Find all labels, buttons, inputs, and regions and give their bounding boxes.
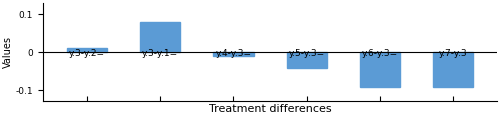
Bar (214, 52, 254, 56)
X-axis label: Treatment differences: Treatment differences (209, 104, 332, 114)
Bar (66, 48, 107, 52)
Bar (140, 22, 180, 52)
Bar (360, 52, 400, 87)
Y-axis label: Values: Values (3, 36, 13, 68)
Bar (286, 52, 327, 68)
Bar (433, 52, 474, 87)
